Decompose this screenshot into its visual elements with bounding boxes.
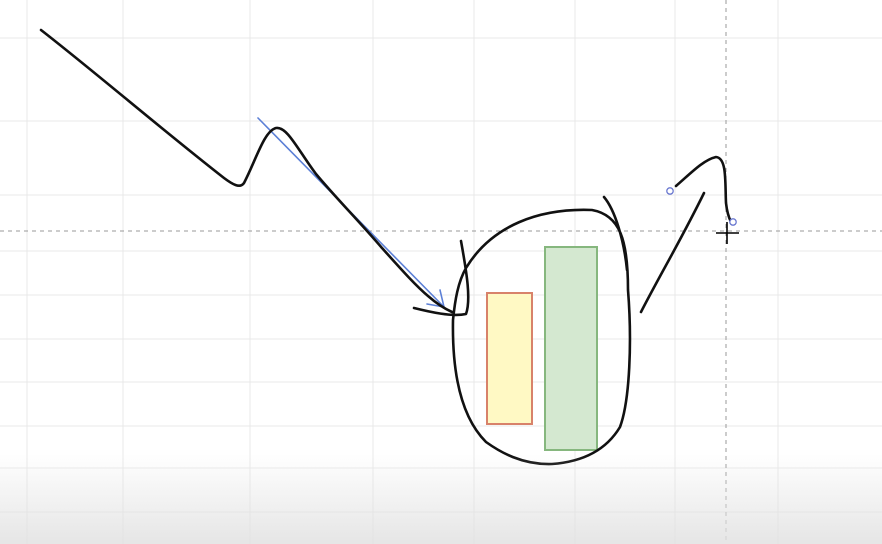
crosshair-cursor-icon [716,222,739,244]
freehand-strokes[interactable] [39,28,733,466]
yellow-rectangle[interactable] [486,292,533,425]
freehand-stroke-ellipse[interactable] [412,195,632,466]
green-rectangle[interactable] [544,246,598,451]
freehand-stroke-zigzag[interactable] [39,28,454,314]
freehand-stroke-hook[interactable] [639,155,733,314]
start-handle-dot[interactable] [666,187,674,195]
selection-handles[interactable] [666,187,737,226]
end-handle-dot[interactable] [729,218,737,226]
